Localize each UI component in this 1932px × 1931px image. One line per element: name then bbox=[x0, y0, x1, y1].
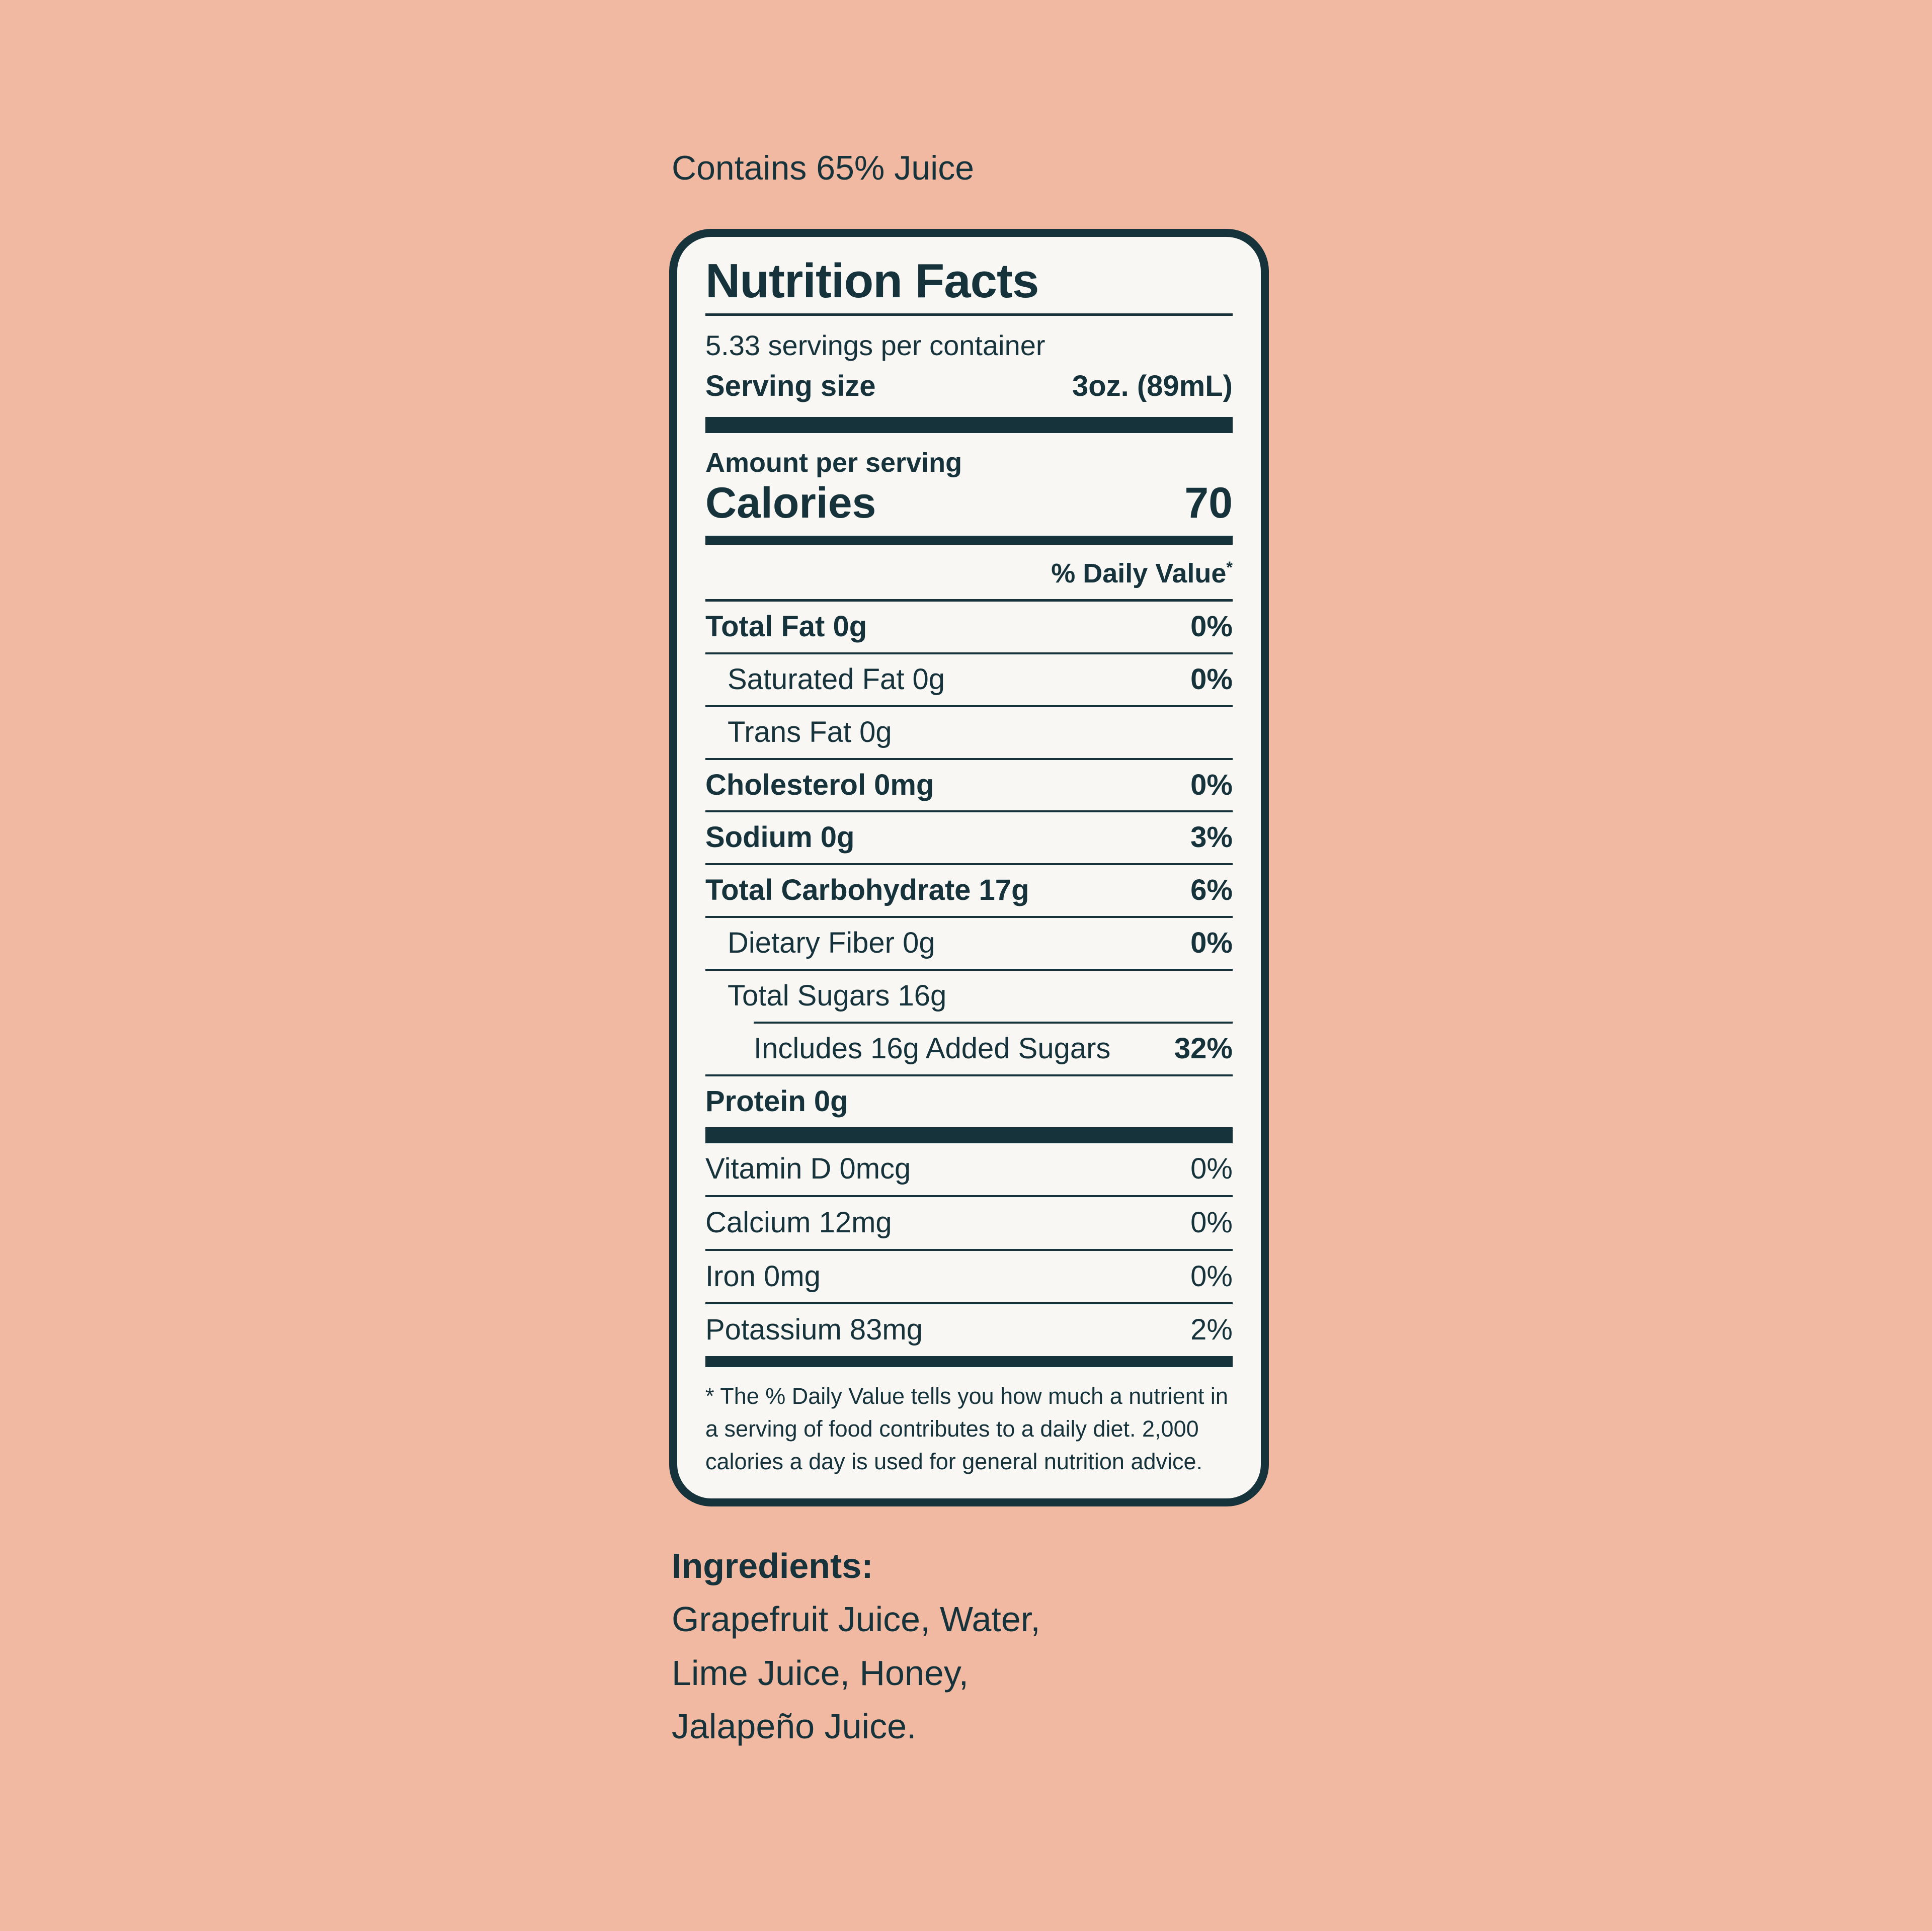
micronutrient-row-potassium: Potassium 83mg 2% bbox=[705, 1304, 1233, 1359]
nutrient-row-protein: Protein 0g bbox=[705, 1076, 1233, 1127]
nutrient-name: Trans Fat 0g bbox=[728, 715, 892, 748]
nutrient-row-saturated-fat: Saturated Fat 0g 0% bbox=[705, 654, 1233, 707]
nutrient-name: Dietary Fiber 0g bbox=[728, 927, 935, 960]
amount-per-serving-label: Amount per serving bbox=[705, 447, 962, 478]
ingredients-line: Lime Juice, Honey, bbox=[672, 1653, 969, 1693]
nutrient-dv: 0% bbox=[1190, 662, 1233, 696]
nutrient-row-trans-fat: Trans Fat 0g bbox=[705, 707, 1233, 760]
micronutrient-name: Iron 0mg bbox=[705, 1260, 821, 1293]
nutrient-row-dietary-fiber: Dietary Fiber 0g 0% bbox=[705, 918, 1233, 971]
ingredients-line: Grapefruit Juice, Water, bbox=[672, 1600, 1040, 1639]
micronutrient-name: Vitamin D 0mcg bbox=[705, 1152, 911, 1185]
nutrient-row-cholesterol: Cholesterol 0mg 0% bbox=[705, 760, 1233, 813]
nutrient-name: Saturated Fat 0g bbox=[728, 662, 945, 696]
section-bar-top bbox=[705, 416, 1233, 433]
micronutrient-dv: 2% bbox=[1190, 1313, 1233, 1347]
micronutrient-row-vitamin-d: Vitamin D 0mcg 0% bbox=[705, 1143, 1233, 1197]
nutrient-name: Protein 0g bbox=[705, 1084, 848, 1118]
calories-divider-bar bbox=[705, 535, 1233, 545]
calories-row: Calories 70 bbox=[705, 480, 1233, 526]
micronutrient-name: Calcium 12mg bbox=[705, 1206, 892, 1239]
ingredients-heading: Ingredients: bbox=[672, 1546, 873, 1585]
calories-value: 70 bbox=[1184, 478, 1233, 527]
nutrition-facts-title: Nutrition Facts bbox=[705, 254, 1039, 308]
micronutrient-dv: 0% bbox=[1190, 1206, 1233, 1239]
protein-divider-bar bbox=[705, 1127, 1233, 1143]
nutrient-name: Cholesterol 0mg bbox=[705, 768, 934, 801]
serving-size-value: 3oz. (89mL) bbox=[1072, 369, 1233, 402]
nutrient-name: Includes 16g Added Sugars bbox=[754, 1032, 1111, 1065]
nutrition-facts-panel: Nutrition Facts 5.33 servings per contai… bbox=[669, 229, 1269, 1506]
nutrient-dv: 6% bbox=[1190, 874, 1233, 907]
nutrient-name: Total Carbohydrate 17g bbox=[705, 874, 1029, 907]
micronutrient-row-iron: Iron 0mg 0% bbox=[705, 1251, 1233, 1305]
nutrient-name: Total Sugars 16g bbox=[728, 979, 947, 1013]
nutrient-name: Sodium 0g bbox=[705, 821, 855, 854]
calories-label: Calories bbox=[705, 478, 876, 527]
juice-content-claim: Contains 65% Juice bbox=[672, 149, 975, 187]
micronutrient-dv: 0% bbox=[1190, 1152, 1233, 1185]
serving-size-label: Serving size bbox=[705, 369, 876, 402]
ingredients-section: Ingredients: Grapefruit Juice, Water, Li… bbox=[672, 1539, 1040, 1753]
servings-per-container: 5.33 servings per container bbox=[705, 329, 1045, 361]
nutrient-row-total-carbohydrate: Total Carbohydrate 17g 6% bbox=[705, 865, 1233, 918]
serving-size-row: Serving size 3oz. (89mL) bbox=[705, 369, 1233, 403]
nutrient-dv: 32% bbox=[1174, 1032, 1233, 1065]
nutrient-row-added-sugars: Includes 16g Added Sugars 32% bbox=[705, 1024, 1233, 1076]
nutrient-dv: 0% bbox=[1190, 927, 1233, 960]
micronutrient-name: Potassium 83mg bbox=[705, 1313, 923, 1347]
nutrient-row-total-sugars: Total Sugars 16g bbox=[705, 971, 1233, 1022]
nutrient-dv: 3% bbox=[1190, 821, 1233, 854]
daily-value-footnote: * The % Daily Value tells you how much a… bbox=[705, 1383, 1228, 1474]
nutrient-dv: 0% bbox=[1190, 768, 1233, 801]
footnote-divider-bar bbox=[705, 1358, 1233, 1368]
micronutrient-dv: 0% bbox=[1190, 1260, 1233, 1293]
nutrient-row-total-fat: Total Fat 0g 0% bbox=[705, 602, 1233, 654]
daily-value-header: % Daily Value* bbox=[705, 545, 1233, 602]
daily-value-header-text: % Daily Value bbox=[1051, 558, 1227, 589]
micronutrient-row-calcium: Calcium 12mg 0% bbox=[705, 1197, 1233, 1251]
daily-value-asterisk: * bbox=[1226, 558, 1233, 576]
nutrient-dv: 0% bbox=[1190, 610, 1233, 643]
ingredients-line: Jalapeño Juice. bbox=[672, 1707, 917, 1746]
title-divider bbox=[705, 313, 1233, 316]
nutrient-name: Total Fat 0g bbox=[705, 610, 867, 643]
added-sugars-indented-divider bbox=[754, 1022, 1233, 1024]
nutrient-row-sodium: Sodium 0g 3% bbox=[705, 812, 1233, 866]
